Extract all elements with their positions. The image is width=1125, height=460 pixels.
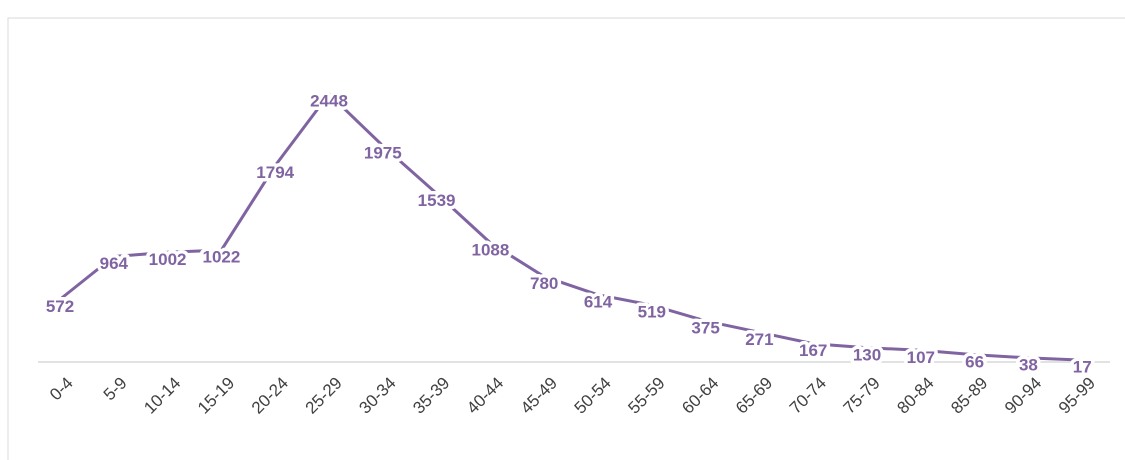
data-label: 1975 <box>364 143 402 162</box>
data-label: 375 <box>691 318 719 337</box>
data-label: 38 <box>1019 355 1038 374</box>
x-tick-label: 90-94 <box>1001 373 1045 417</box>
x-tick-label: 60-64 <box>678 373 722 417</box>
x-tick-label: 0-4 <box>46 373 77 404</box>
data-label: 1539 <box>418 191 456 210</box>
data-label: 780 <box>530 274 558 293</box>
data-label: 519 <box>638 303 666 322</box>
x-tick-label: 45-49 <box>517 373 561 417</box>
x-tick-label: 70-74 <box>786 373 830 417</box>
data-label: 17 <box>1073 358 1092 377</box>
data-label: 271 <box>745 330 773 349</box>
data-label: 572 <box>46 297 74 316</box>
x-tick-label: 75-79 <box>840 373 884 417</box>
x-tick-label: 20-24 <box>248 373 292 417</box>
data-label: 1794 <box>256 163 294 182</box>
data-label: 964 <box>100 254 129 273</box>
data-label: 66 <box>965 352 984 371</box>
x-tick-label: 30-34 <box>355 373 399 417</box>
data-label: 614 <box>584 292 613 311</box>
data-label: 1088 <box>471 240 509 259</box>
data-label: 167 <box>799 341 827 360</box>
x-tick-label: 35-39 <box>409 373 453 417</box>
x-tick-label: 65-69 <box>732 373 776 417</box>
x-tick-label: 85-89 <box>947 373 991 417</box>
x-tick-label: 95-99 <box>1055 373 1099 417</box>
data-label: 107 <box>907 348 935 367</box>
data-label: 2448 <box>310 91 348 110</box>
x-tick-label: 50-54 <box>571 373 615 417</box>
data-label: 1022 <box>202 248 240 267</box>
x-tick-label: 40-44 <box>463 373 507 417</box>
data-line <box>59 91 1083 362</box>
chart-frame <box>7 17 1125 460</box>
x-tick-label: 5-9 <box>100 373 131 404</box>
x-tick-label: 80-84 <box>893 373 937 417</box>
x-tick-label: 25-29 <box>302 373 346 417</box>
data-label: 1002 <box>149 250 187 269</box>
x-tick-label: 10-14 <box>140 373 184 417</box>
x-tick-label: 15-19 <box>194 373 238 417</box>
data-label: 130 <box>853 345 881 364</box>
x-tick-label: 55-59 <box>624 373 668 417</box>
